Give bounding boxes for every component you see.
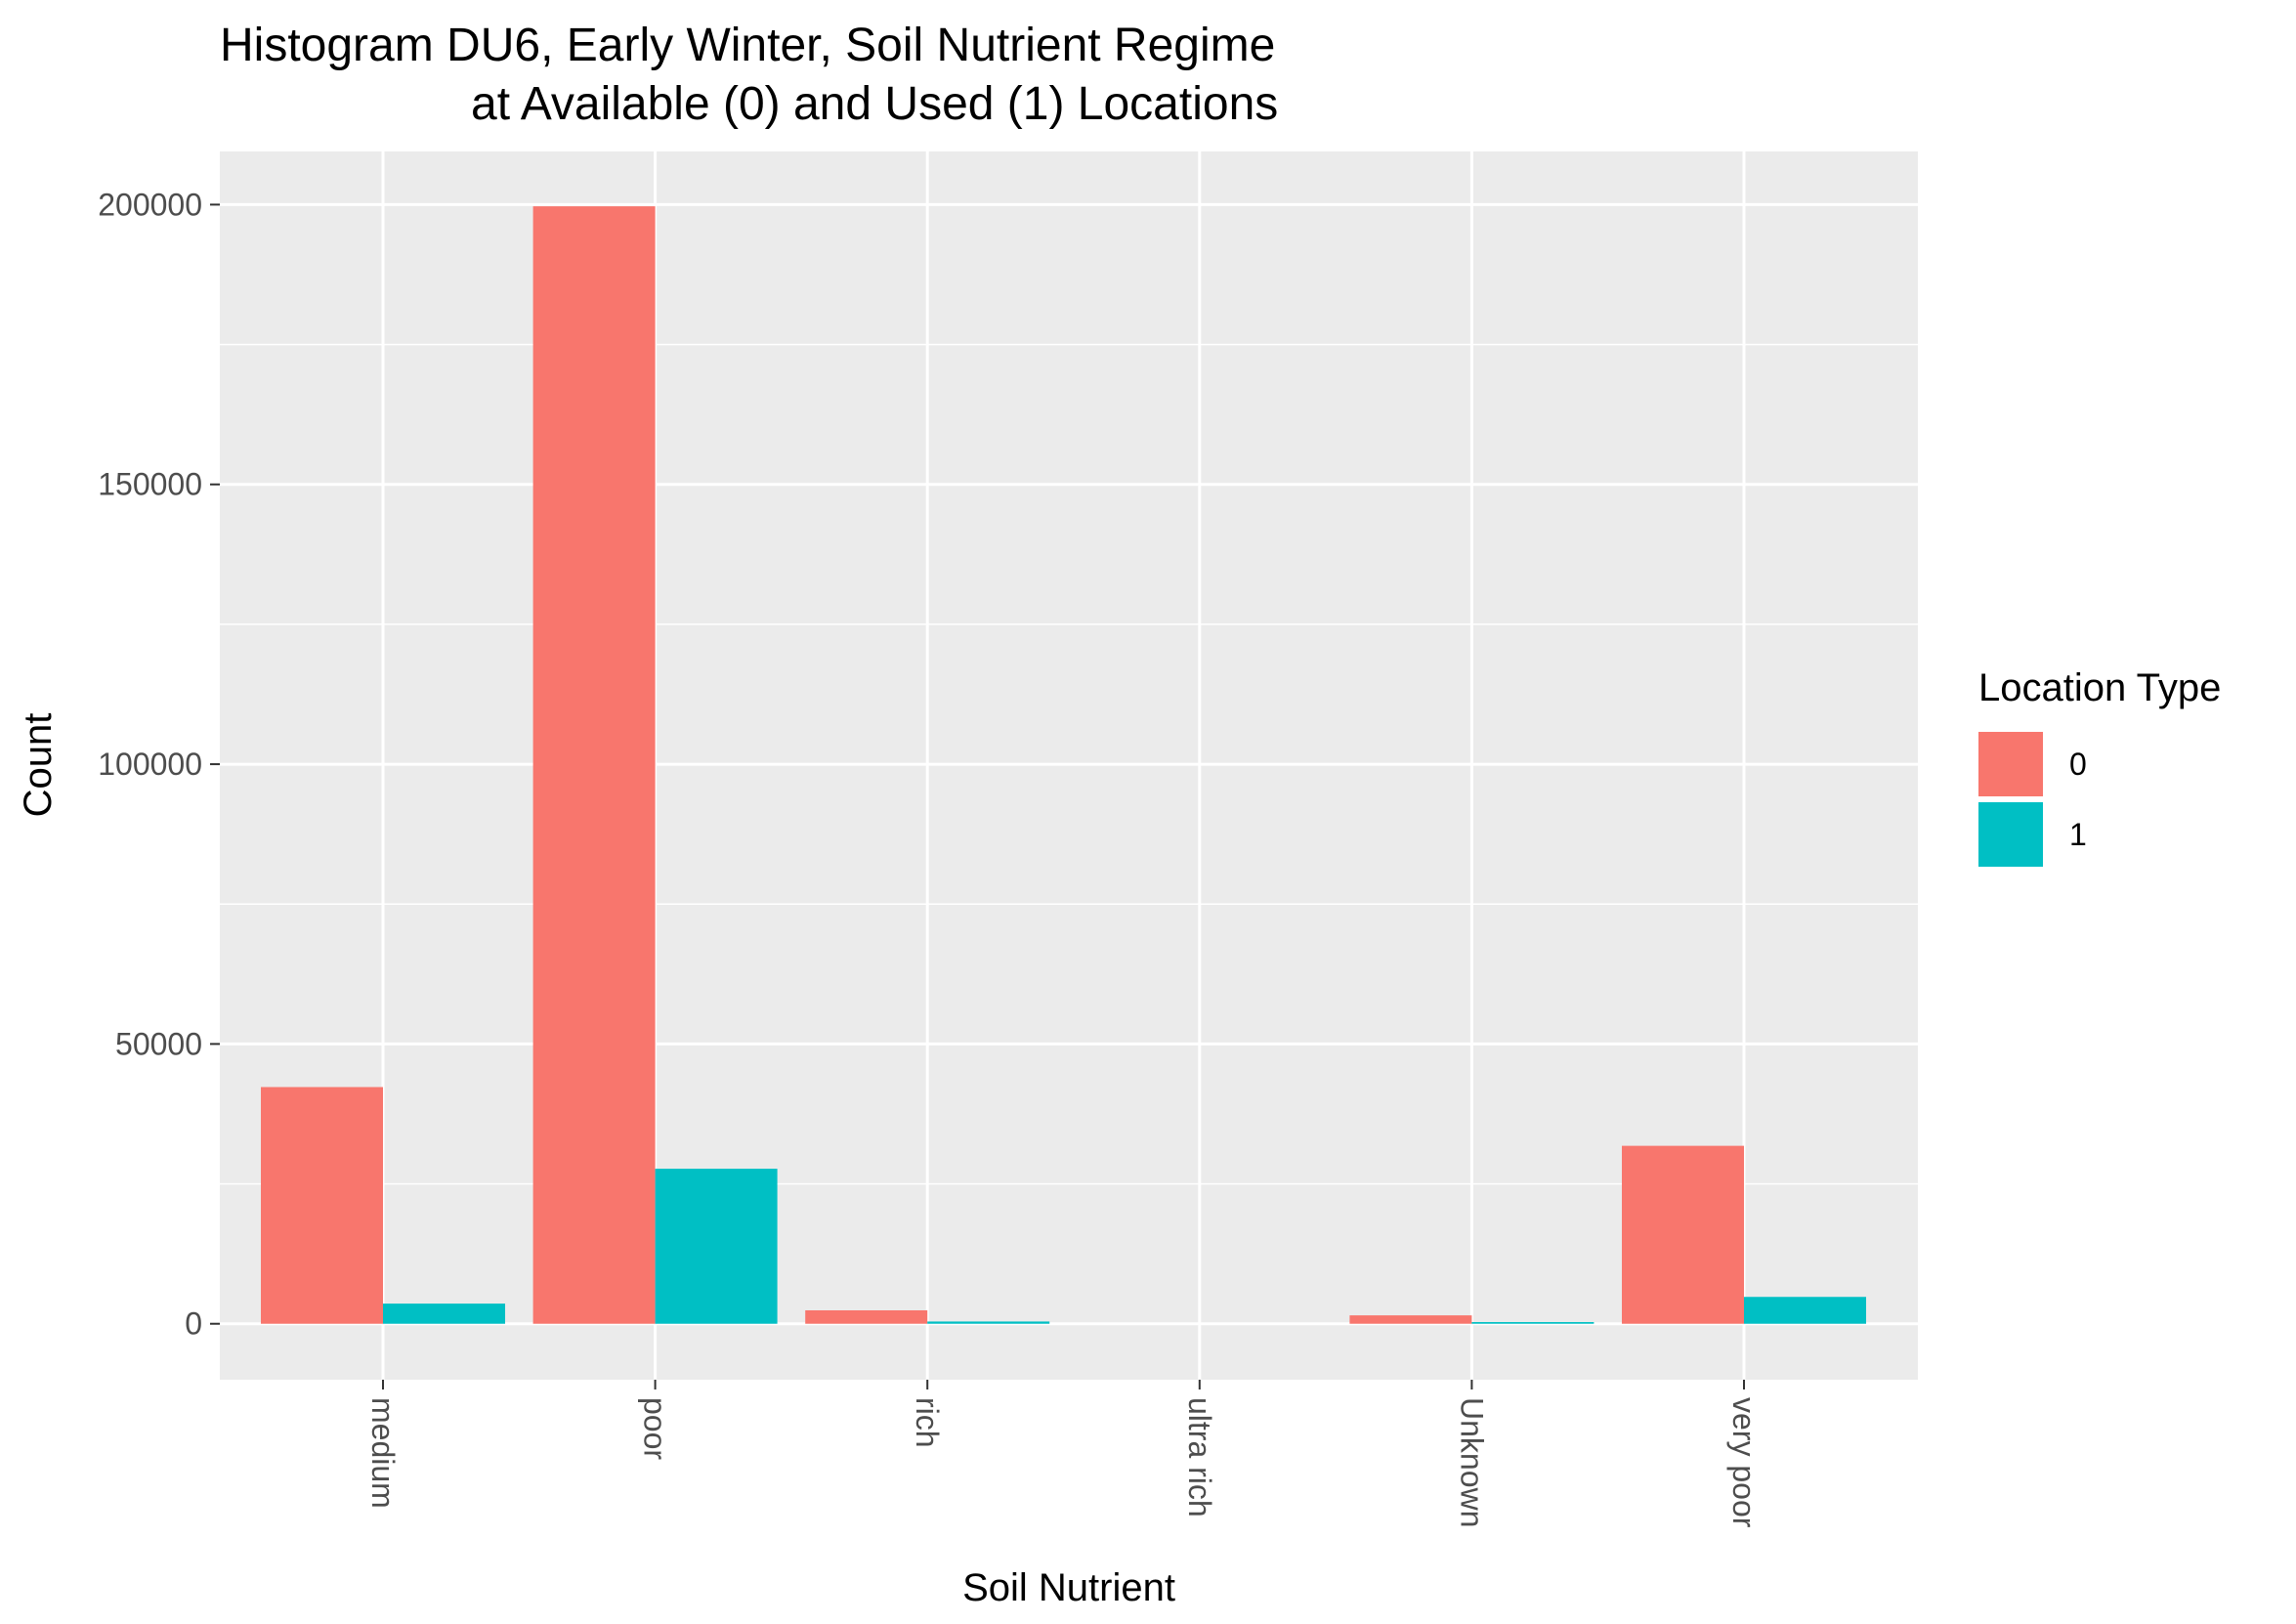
bar-rich-series-0 [805,1309,928,1324]
bar-very-poor-series-1 [1744,1297,1866,1324]
x-tick-label: Unknown [1454,1397,1489,1527]
y-tick-label: 200000 [98,187,202,222]
x-tick-label: rich [910,1397,945,1448]
bar-medium-series-1 [383,1303,505,1324]
legend: Location Type 0 1 [1978,666,2221,867]
legend-label-1: 1 [2069,817,2087,852]
bar-medium-series-0 [261,1087,383,1324]
x-tick-label: medium [365,1397,401,1509]
bar-unknown-series-0 [1349,1315,1472,1324]
bar-unknown-series-1 [1471,1322,1594,1324]
legend-key-1 [1978,802,2043,867]
bar-rich-series-1 [927,1321,1050,1324]
legend-title: Location Type [1978,666,2221,709]
legend-label-0: 0 [2069,747,2087,782]
x-axis-title: Soil Nutrient [962,1566,1175,1609]
x-tick-label: ultra rich [1182,1397,1217,1517]
bar-very-poor-series-0 [1622,1145,1744,1324]
y-tick-label: 0 [185,1306,202,1342]
y-tick-label: 150000 [98,467,202,502]
y-axis: 0 50000 100000 150000 200000 [98,187,220,1342]
bar-poor-series-0 [532,206,656,1324]
x-tick-label: poor [638,1397,673,1460]
legend-key-0 [1978,732,2043,796]
y-axis-title: Count [17,713,60,818]
y-tick-label: 50000 [115,1026,202,1061]
chart-title-line2: at Available (0) and Used (1) Locations [471,78,1278,130]
chart-title-line1: Histogram DU6, Early Winter, Soil Nutrie… [220,20,1275,71]
bar-poor-series-1 [655,1169,778,1324]
bars [261,206,1866,1324]
x-tick-label: very poor [1726,1397,1762,1528]
x-axis: medium poor rich ultra rich Unknown very poor [365,1380,1762,1528]
y-tick-label: 100000 [98,747,202,782]
